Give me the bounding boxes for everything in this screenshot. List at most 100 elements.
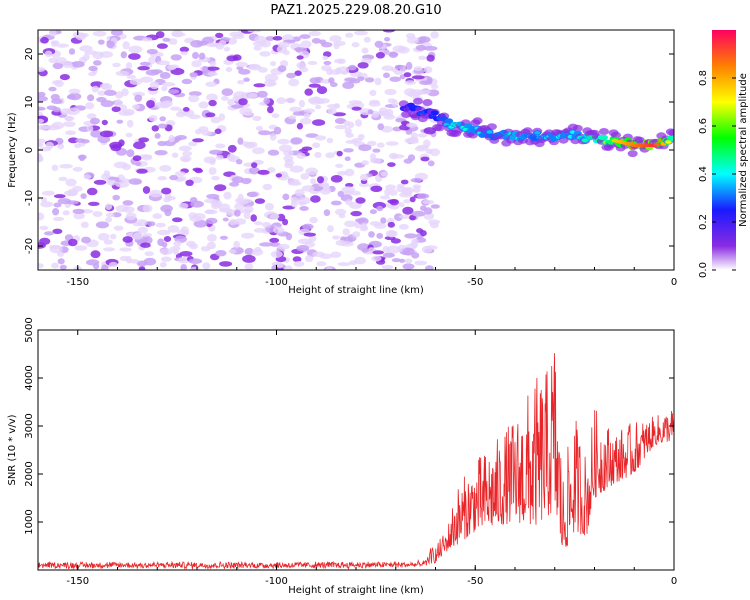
heatmap-cell xyxy=(52,62,64,70)
heatmap-cell xyxy=(257,169,270,175)
heatmap-cell xyxy=(173,240,182,247)
heatmap-cell xyxy=(298,99,305,108)
heatmap-cell xyxy=(308,97,320,104)
heatmap-cell xyxy=(68,88,81,94)
heatmap-cell xyxy=(558,136,569,144)
heatmap-cell xyxy=(208,167,217,175)
heatmap-cell xyxy=(205,217,218,225)
heatmap-cell xyxy=(151,125,159,132)
heatmap-cell xyxy=(302,223,314,230)
heatmap-cell xyxy=(201,66,209,74)
heatmap-cell xyxy=(286,72,296,79)
heatmap-cell xyxy=(115,181,130,188)
heatmap-cell xyxy=(168,134,175,143)
heatmap-ytick-label: 10 xyxy=(24,96,35,109)
heatmap-cell xyxy=(38,263,44,269)
heatmap-cell xyxy=(291,36,301,42)
heatmap-cell xyxy=(178,202,189,209)
heatmap-cell xyxy=(142,204,153,213)
heatmap-cell xyxy=(361,248,369,253)
heatmap-cell xyxy=(121,88,129,97)
heatmap-cell xyxy=(354,30,368,36)
heatmap-cell xyxy=(120,51,128,59)
heatmap-cell xyxy=(327,107,337,115)
heatmap-cell xyxy=(149,189,162,198)
heatmap-cell xyxy=(296,122,303,130)
heatmap-cell xyxy=(48,86,57,92)
heatmap-cell xyxy=(86,187,98,196)
heatmap-cell xyxy=(238,68,251,75)
heatmap-cell xyxy=(204,198,217,204)
heatmap-cell xyxy=(314,151,322,159)
heatmap-cell xyxy=(431,84,439,89)
heatmap-cell xyxy=(251,162,258,169)
heatmap-cell xyxy=(228,249,237,254)
snr-ytick-label: 4000 xyxy=(24,365,35,390)
heatmap-cell xyxy=(398,202,405,208)
heatmap-cell xyxy=(383,72,390,79)
heatmap-cell xyxy=(161,241,168,248)
heatmap-cell xyxy=(305,133,319,138)
heatmap-cell xyxy=(290,199,298,208)
heatmap-cell xyxy=(404,80,417,85)
heatmap-cell xyxy=(206,241,216,250)
heatmap-cell xyxy=(142,233,153,238)
heatmap-cell xyxy=(253,83,266,88)
heatmap-cell xyxy=(267,105,274,114)
heatmap-cell xyxy=(88,65,98,72)
heatmap-cell xyxy=(105,217,113,223)
heatmap-cell xyxy=(51,164,59,171)
heatmap-cell xyxy=(159,116,166,122)
heatmap-cell xyxy=(400,179,409,185)
heatmap-cell xyxy=(600,134,608,140)
heatmap-cell xyxy=(376,142,385,148)
heatmap-cell xyxy=(384,188,391,197)
heatmap-cell xyxy=(63,121,76,127)
heatmap-cell xyxy=(212,203,223,208)
heatmap-cell xyxy=(361,47,369,54)
heatmap-cell xyxy=(420,156,430,162)
heatmap-cell xyxy=(40,37,49,44)
heatmap-cell xyxy=(406,122,418,128)
heatmap-cell xyxy=(272,36,283,41)
heatmap-cell xyxy=(413,66,423,72)
heatmap-cell xyxy=(148,56,156,65)
heatmap-cell xyxy=(253,45,262,51)
heatmap-cell xyxy=(296,152,306,159)
heatmap-cell xyxy=(238,209,252,214)
heatmap-cell xyxy=(356,76,365,81)
heatmap-cell xyxy=(310,178,317,185)
heatmap-cell xyxy=(422,99,433,106)
heatmap-cell xyxy=(114,99,123,108)
heatmap-cell xyxy=(387,221,395,228)
heatmap-cell xyxy=(44,50,53,58)
heatmap-cell xyxy=(167,225,180,233)
heatmap-cell xyxy=(345,32,354,38)
heatmap-cell xyxy=(247,30,262,33)
heatmap-cell xyxy=(335,163,344,168)
heatmap-cell xyxy=(171,152,179,158)
heatmap-cell xyxy=(110,30,124,36)
heatmap-cell xyxy=(189,243,199,250)
heatmap-cell xyxy=(105,212,115,218)
heatmap-cell xyxy=(65,178,77,187)
heatmap-cell xyxy=(299,66,309,73)
heatmap-cell xyxy=(109,233,117,240)
heatmap-cell xyxy=(56,43,69,48)
heatmap-cell xyxy=(263,97,271,105)
snr-xtick-label: 0 xyxy=(671,576,677,587)
heatmap-cell xyxy=(273,126,282,135)
heatmap-cell xyxy=(209,60,217,67)
heatmap-cell xyxy=(233,91,247,99)
heatmap-cell xyxy=(193,219,208,228)
heatmap-cell xyxy=(237,137,244,145)
heatmap-cell xyxy=(410,240,419,249)
heatmap-cell xyxy=(183,107,190,112)
heatmap-cell xyxy=(247,141,258,148)
heatmap-cell xyxy=(50,93,60,101)
heatmap-cell xyxy=(318,98,330,104)
heatmap-cell xyxy=(71,61,85,68)
heatmap-cell xyxy=(163,236,172,242)
heatmap-cell xyxy=(386,245,401,254)
heatmap-cell xyxy=(215,42,224,50)
